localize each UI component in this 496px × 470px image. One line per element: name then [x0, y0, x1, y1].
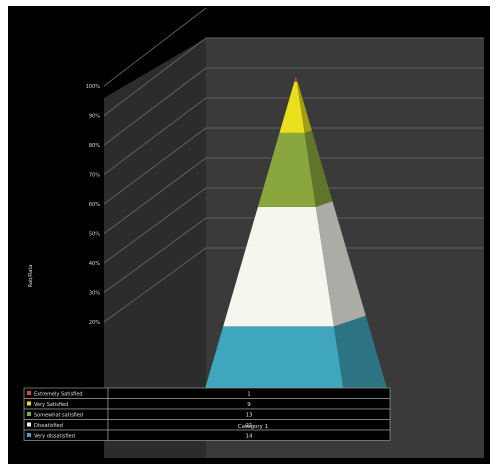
gridline-side [103, 97, 207, 175]
chart-frame: 20% 30% 40% 50% 60% 70% 80% 90% 100% Rab/Rata Ex… [8, 6, 490, 464]
gridline-side [103, 187, 207, 264]
y-tick-label: 50% [89, 232, 100, 238]
segment-side-extremely-satisfied [296, 76, 298, 82]
grid-lines [103, 7, 484, 323]
pyramid-segments [200, 76, 388, 406]
y-tick-labels: 20% 30% 40% 50% 60% 70% 80% 90% 100% [86, 84, 101, 326]
pyramid-chart: 20% 30% 40% 50% 60% 70% 80% 90% 100% Rab/Rata Ex… [23, 7, 484, 458]
legend-key [27, 433, 31, 437]
segment-front-very-dissatisfied [200, 326, 346, 406]
table-value-cell [107, 429, 391, 441]
y-tick-label: 90% [89, 114, 100, 120]
data-value: 14 [246, 434, 253, 440]
y-tick-label: 30% [89, 291, 100, 297]
segment-front-dissatisfied [223, 206, 334, 327]
gridline-side [103, 127, 207, 205]
data-table: Extremely Satisfied 1 Very Satisfied 9 Somew… [23, 387, 391, 441]
legend-key [27, 412, 31, 416]
category-label: Category 1 [238, 424, 268, 430]
gridline-side [103, 7, 207, 87]
segment-front-very-satisfied [279, 81, 305, 133]
gridline-side [103, 247, 207, 323]
y-tick-label: 20% [89, 320, 100, 326]
y-tick-label: 60% [89, 202, 100, 208]
y-tick-label: 40% [89, 261, 100, 267]
side-wall [104, 38, 206, 458]
y-tick-label: 80% [89, 143, 100, 149]
legend-entry: Extremely Satisfied [34, 392, 83, 398]
gridline-side [103, 157, 207, 234]
legend-entry: Somewhat satisfied [34, 413, 83, 419]
gridline-side [103, 217, 207, 293]
gridline-side [103, 37, 207, 116]
data-value: 13 [246, 413, 253, 419]
legend-key [27, 422, 31, 427]
segment-side-somewhat-satisfied [304, 130, 333, 207]
data-value: 1 [247, 392, 251, 398]
y-tick-label: 70% [89, 173, 100, 179]
segment-side-very-dissatisfied [333, 315, 388, 406]
segment-front-somewhat-satisfied [257, 132, 316, 207]
y-axis-label: Rab/Rata [28, 265, 34, 288]
segment-front-extremely-satisfied [294, 76, 297, 82]
legend-entry: Very Satisfied [34, 402, 68, 408]
legend-key [27, 391, 31, 395]
y-tick-label: 100% [86, 84, 101, 90]
legend-entry: Very dissatisfied [34, 434, 75, 440]
legend-entry: Dissatisfied [34, 423, 63, 429]
segment-side-very-satisfied [296, 81, 312, 133]
legend-key [27, 401, 31, 406]
data-value: 9 [247, 402, 251, 408]
segment-side-dissatisfied [315, 201, 366, 327]
gridline-side [103, 67, 207, 146]
data-value: 21 [246, 423, 253, 429]
